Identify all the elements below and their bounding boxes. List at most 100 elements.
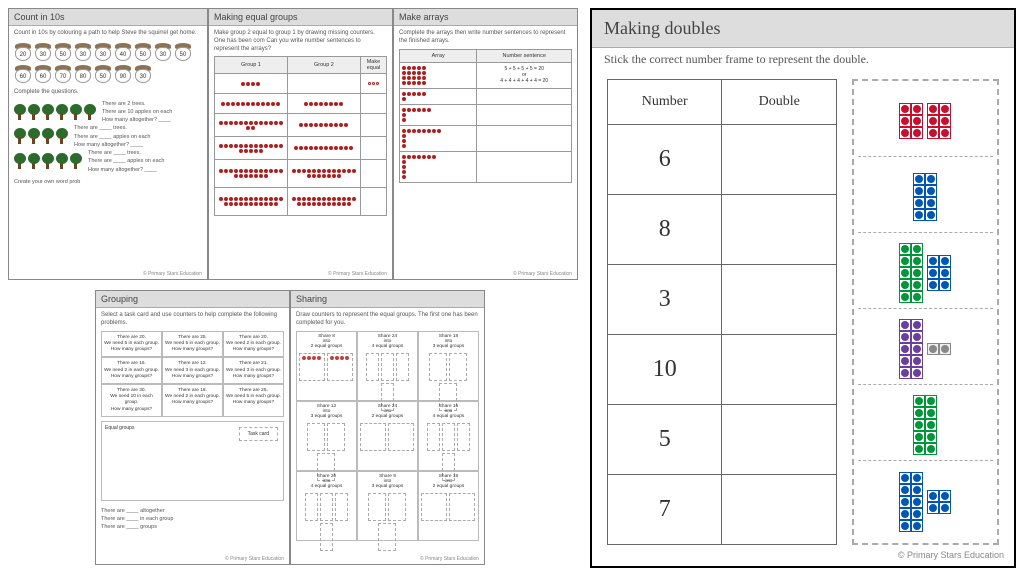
acorn-grid: 20305030304050305060607080509030 [14,41,202,83]
share-cell: Share 9 into 3 equal groups [357,471,418,541]
acorn: 50 [94,63,112,83]
acorn: 30 [34,41,52,61]
column-header: Group 1 [215,57,288,74]
header-sharing: Sharing [291,291,484,308]
number-frame-piece [927,103,951,139]
header-grouping: Grouping [96,291,289,308]
sharing-grid: Share 8 into 2 equal groupsShare 24 into… [296,331,479,541]
frame-slot [858,163,993,233]
acorn: 50 [54,41,72,61]
equal-groups-workspace: Equal groups Task card [101,421,284,501]
number-frame-piece [913,395,937,455]
footer: © Primary Stars Education [513,271,572,277]
number-cell: 6 [608,124,722,194]
question-line: How many altogether? ____ [102,116,202,124]
share-cell: Share 20 into 4 equal groups [296,471,357,541]
acorn: 30 [154,41,172,61]
tree-row [14,153,82,169]
footer: © Primary Stars Education [328,271,387,277]
worksheet-count-in-10s: Count in 10s Count in 10s by colouring a… [8,8,208,280]
number-frame-piece [927,490,951,514]
tree-row [14,128,68,144]
share-cell: Share 18 into 2 equal groups [418,471,479,541]
instr-groups: Make group 2 equal to group 1 by drawing… [214,30,387,53]
worksheet-equal-groups: Making equal groups Make group 2 equal t… [208,8,393,280]
doubles-table: NumberDouble6831057 [607,79,837,545]
frame-slot [858,87,993,157]
acorn: 40 [114,41,132,61]
doubles-row: 6 [608,124,837,194]
number-frame-piece [899,472,923,532]
instr-count: Count in 10s by colouring a path to help… [14,30,202,38]
column-header: Number sentence [477,49,572,62]
task-card: There are 16. We need 2 in each group. H… [101,357,162,384]
acorn: 20 [14,41,32,61]
footer: © Primary Stars Education [420,556,479,562]
share-cell: Share 24 into 2 equal groups [357,401,418,471]
share-cell: Share 18 into 3 equal groups [418,331,479,401]
table-row [215,114,387,137]
sentence-line: There are ____ in each group [101,515,284,523]
question-line: There are ____ apples on each [88,157,202,165]
table-row [215,188,387,216]
task-card: There are 20. We need 5 in each group. H… [101,331,162,358]
instr-arrays: Complete the arrays then write number se… [399,30,572,46]
sentence-line: There are ____ altogether [101,507,284,515]
share-cell: Share 16 into 4 equal groups [418,401,479,471]
table-row: 5 + 5 + 5 + 5 = 20 or 4 + 4 + 4 + 4 + 4 … [400,62,572,88]
arrays-table: ArrayNumber sentence5 + 5 + 5 + 5 = 20 o… [399,49,572,183]
groups-table: Group 1Group 2Make equal [214,56,387,216]
acorn: 90 [114,63,132,83]
table-row [400,88,572,104]
table-row [215,94,387,114]
number-frame-piece [913,173,937,221]
task-card: There are 30. We need 10 in each group. … [101,384,162,417]
task-card: There are 20. We need 2 in each group. H… [223,331,284,358]
worksheet-sharing: Sharing Draw counters to represent the e… [290,290,485,565]
question-line: There are ____ apples on each [74,133,202,141]
doubles-row: 3 [608,264,837,334]
task-card: There are 12. We need 3 in each group. H… [162,357,223,384]
question-line: There are 2 trees. [102,100,202,108]
eq-label: Equal groups [105,425,134,431]
column-header: Array [400,49,477,62]
acorn: 30 [94,41,112,61]
number-frame-piece [899,243,923,303]
number-frame-piece [899,319,923,379]
number-cell: 5 [608,404,722,474]
grouping-sentences: There are ____ altogetherThere are ____ … [101,507,284,532]
table-row [400,104,572,125]
number-cell: 7 [608,474,722,544]
question-line: There are ____ trees. [74,124,202,132]
double-cell [722,334,836,404]
frame-slot [858,239,993,309]
table-row [215,160,387,188]
task-card: There are 21. We need 3 in each group. H… [223,357,284,384]
frame-slot [858,391,993,461]
acorn: 50 [134,41,152,61]
doubles-row: 8 [608,194,837,264]
header-groups: Making equal groups [209,9,392,26]
task-card: There are 25. We need 5 in each group. H… [223,384,284,417]
table-row [215,137,387,160]
double-cell [722,264,836,334]
frame-slot [858,467,993,537]
acorn: 80 [74,63,92,83]
share-cell: Share 12 into 3 equal groups [296,401,357,471]
question-line: How many altogether? ____ [74,141,202,149]
double-cell [722,474,836,544]
header-arrays: Make arrays [394,9,577,26]
doubles-row: 5 [608,404,837,474]
column-header: Group 2 [287,57,360,74]
acorn: 50 [174,41,192,61]
column-header: Double [722,79,836,124]
instr-doubles: Stick the correct number frame to repres… [592,48,1014,76]
instr-grouping: Select a task card and use counters to h… [101,312,284,328]
tree-section: There are 2 trees.There are 10 apples on… [14,100,202,187]
double-cell [722,124,836,194]
question-line: There are 10 apples on each [102,108,202,116]
column-header: Make equal [360,57,386,74]
number-cell: 10 [608,334,722,404]
table-row [215,74,387,94]
header-count: Count in 10s [9,9,207,26]
